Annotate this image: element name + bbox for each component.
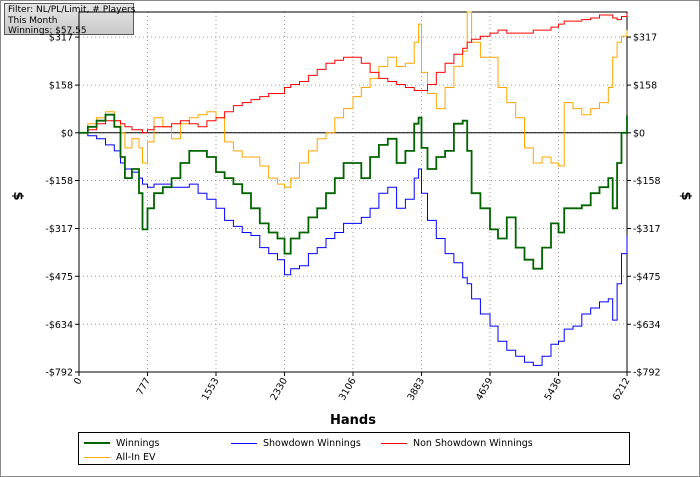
- series-line-showdown: [79, 132, 628, 366]
- y-tick-label-right-0: $317: [633, 33, 657, 44]
- x-tick-label-4: 3106: [337, 376, 359, 402]
- legend-swatch-non-showdown: [381, 442, 407, 444]
- series-line-non-showdown: [79, 13, 628, 134]
- y-tick-label-left-4: -$317: [45, 224, 73, 235]
- winnings-line: Winnings: $57.55: [8, 26, 87, 36]
- y-tick-label-right-3: -$158: [633, 176, 661, 187]
- x-tick-label-6: 4659: [474, 376, 496, 402]
- series-line-all-in-ev: [79, 11, 628, 188]
- legend-label-non-showdown: Non Showdown Winnings: [413, 437, 533, 449]
- x-tick-label-7: 5436: [543, 376, 565, 402]
- x-tick-label-3: 2330: [269, 376, 291, 402]
- y-axis-title-right: $: [678, 191, 693, 200]
- legend-label-winnings: Winnings: [116, 437, 160, 449]
- y-tick-label-left-1: $158: [49, 81, 73, 92]
- legend-item-all-in-ev: All-In EV: [84, 451, 156, 463]
- y-tick-label-left-3: -$158: [45, 176, 73, 187]
- y-tick-label-right-6: -$634: [633, 320, 661, 331]
- legend-label-showdown: Showdown Winnings: [263, 437, 361, 449]
- series-line-winnings: [79, 113, 628, 270]
- legend-item-showdown: Showdown Winnings: [231, 437, 361, 449]
- x-tick-label-5: 3883: [406, 376, 428, 402]
- y-tick-label-right-7: -$792: [633, 368, 661, 379]
- legend: Winnings Showdown Winnings Non Showdown …: [78, 432, 630, 465]
- y-tick-label-right-5: -$475: [633, 272, 661, 283]
- legend-swatch-showdown: [231, 442, 257, 444]
- legend-item-winnings: Winnings: [84, 437, 160, 449]
- y-tick-label-left-5: -$475: [45, 272, 73, 283]
- y-axis-right-ticks: $317 $158 $0 -$158 -$317 -$475 -$634 -$792: [627, 33, 661, 379]
- x-tick-label-0: 0: [72, 376, 85, 387]
- y-tick-label-left-7: -$792: [45, 368, 73, 379]
- legend-swatch-all-in-ev: [84, 456, 110, 458]
- y-tick-label-left-6: -$634: [45, 320, 73, 331]
- x-tick-label-2: 1553: [200, 376, 222, 402]
- y-tick-label-left-2: $0: [61, 128, 73, 139]
- grid-lines: [78, 12, 628, 373]
- legend-label-all-in-ev: All-In EV: [116, 451, 156, 463]
- filter-line: Filter: NL/PL/Limit, # Players: [8, 5, 136, 15]
- y-tick-label-right-1: $158: [633, 81, 657, 92]
- y-axis-title-left: $: [10, 191, 25, 200]
- series-layer: [79, 11, 628, 366]
- legend-swatch-winnings: [84, 442, 110, 444]
- y-tick-label-right-4: -$317: [633, 224, 661, 235]
- x-axis-title: Hands: [330, 413, 376, 428]
- x-axis-ticks: 0 777 1553 2330 3106 3883 4659 5436 6212: [72, 372, 633, 402]
- y-tick-label-right-2: $0: [633, 128, 645, 139]
- x-tick-label-1: 777: [135, 376, 154, 397]
- legend-item-non-showdown: Non Showdown Winnings: [381, 437, 533, 449]
- period-line: This Month: [8, 15, 58, 26]
- y-axis-left-ticks: $317 $158 $0 -$158 -$317 -$475 -$634 -$792: [45, 33, 79, 379]
- x-tick-label-8: 6212: [611, 376, 633, 402]
- y-tick-label-left-0: $317: [49, 33, 73, 44]
- filter-info-box: Filter: NL/PL/Limit, # Players This Mont…: [4, 3, 136, 36]
